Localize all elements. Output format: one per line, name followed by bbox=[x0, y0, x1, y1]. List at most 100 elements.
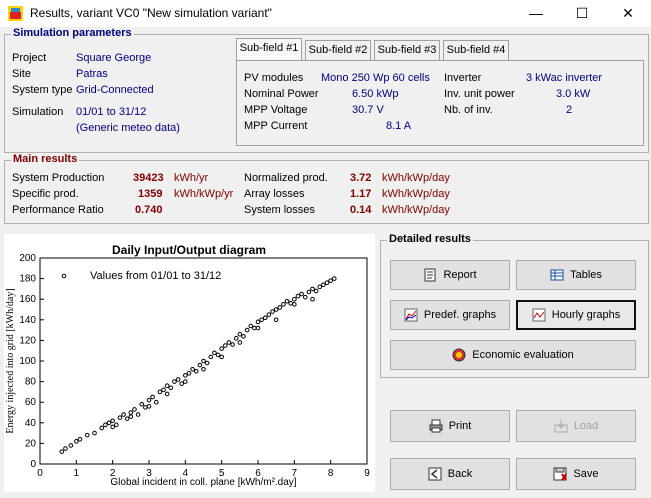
data-point bbox=[208, 354, 214, 360]
y-tick-label: 100 bbox=[19, 356, 36, 367]
tab-subfield-4[interactable]: Sub-field #4 bbox=[443, 40, 509, 61]
data-point bbox=[255, 325, 261, 331]
system-production-label: System Production bbox=[12, 172, 105, 184]
load-button[interactable]: Load bbox=[516, 410, 636, 442]
simulation-label: Simulation bbox=[12, 106, 64, 118]
x-tick-label: 6 bbox=[255, 468, 261, 479]
data-point bbox=[132, 407, 137, 412]
data-point bbox=[186, 371, 192, 376]
nb-inv-value: 2 bbox=[566, 104, 573, 116]
data-point bbox=[241, 333, 246, 339]
title-bar: Results, variant VC0 "New simulation var… bbox=[0, 0, 651, 27]
predef-graphs-button[interactable]: Predef. graphs bbox=[390, 300, 510, 330]
daily-io-chart-svg: Daily Input/Output diagram 0 1 2 3 4 5 6 7 8 9 0 20 4… bbox=[5, 243, 370, 488]
data-point bbox=[63, 446, 68, 451]
tab-subfield-1[interactable]: Sub-field #1 bbox=[236, 38, 302, 62]
performance-ratio-value: 0.740 bbox=[135, 204, 163, 216]
x-tick-label: 7 bbox=[292, 468, 298, 479]
normalized-prod-unit: kWh/kWp/day bbox=[382, 172, 450, 184]
data-point bbox=[183, 379, 188, 384]
x-tick-label: 4 bbox=[183, 468, 189, 479]
maximize-button[interactable]: ☐ bbox=[575, 5, 589, 21]
data-point bbox=[233, 336, 239, 341]
data-point bbox=[164, 391, 170, 397]
load-label: Load bbox=[573, 420, 599, 432]
data-point bbox=[146, 404, 152, 409]
y-tick-label: 40 bbox=[25, 418, 37, 429]
data-point bbox=[277, 305, 283, 310]
report-button[interactable]: Report bbox=[390, 260, 510, 290]
data-point bbox=[179, 381, 184, 386]
back-label: Back bbox=[447, 468, 473, 480]
data-point bbox=[219, 354, 224, 360]
data-point bbox=[237, 340, 243, 345]
specific-prod-label: Specific prod. bbox=[12, 188, 79, 200]
report-label: Report bbox=[443, 269, 477, 281]
data-point bbox=[175, 377, 181, 382]
x-tick-label: 5 bbox=[219, 468, 225, 479]
data-point bbox=[128, 414, 134, 419]
nb-inv-label: Nb. of inv. bbox=[444, 104, 493, 116]
tab-subfield-3[interactable]: Sub-field #3 bbox=[374, 40, 440, 61]
economic-evaluation-button[interactable]: Economic evaluation bbox=[390, 340, 636, 370]
data-point bbox=[74, 439, 79, 444]
data-point bbox=[128, 410, 134, 415]
data-point bbox=[124, 416, 130, 421]
data-point bbox=[193, 369, 199, 374]
y-tick-label: 120 bbox=[19, 335, 36, 346]
x-tick-label: 0 bbox=[37, 468, 43, 479]
x-tick-label: 9 bbox=[364, 468, 370, 479]
data-point bbox=[310, 296, 315, 302]
system-type-label: System type bbox=[12, 84, 73, 96]
save-label: Save bbox=[573, 468, 599, 480]
inverter-value: 3 kWac inverter bbox=[526, 72, 603, 84]
x-tick-label: 2 bbox=[110, 468, 116, 479]
data-point bbox=[68, 443, 74, 448]
tables-button[interactable]: Tables bbox=[516, 260, 636, 290]
back-button[interactable]: Back bbox=[390, 458, 510, 490]
detailed-results-title: Detailed results bbox=[387, 233, 473, 245]
data-point bbox=[306, 289, 312, 295]
normalized-prod-value: 3.72 bbox=[350, 172, 372, 184]
mpp-current-label: MPP Current bbox=[244, 120, 308, 132]
specific-prod-value: 1359 bbox=[138, 188, 163, 200]
main-results-title: Main results bbox=[11, 153, 80, 165]
print-label: Print bbox=[448, 420, 472, 432]
tab-subfield-2[interactable]: Sub-field #2 bbox=[305, 40, 371, 61]
data-point bbox=[150, 394, 155, 400]
data-point bbox=[248, 323, 254, 329]
y-tick-label: 80 bbox=[25, 377, 37, 388]
data-point bbox=[92, 430, 97, 436]
data-point bbox=[161, 387, 166, 393]
data-point bbox=[212, 350, 217, 356]
y-tick-label: 160 bbox=[19, 294, 36, 305]
inverter-label: Inverter bbox=[444, 72, 482, 84]
y-tick-label: 20 bbox=[25, 438, 37, 449]
y-tick-label: 0 bbox=[30, 459, 36, 470]
data-point bbox=[106, 420, 112, 426]
nominal-power-value: 6.50 kWp bbox=[352, 88, 399, 100]
minimize-button[interactable]: — bbox=[529, 5, 543, 21]
system-losses-unit: kWh/kWp/day bbox=[382, 204, 450, 216]
close-button[interactable]: ✕ bbox=[622, 5, 634, 21]
window-title: Results, variant VC0 "New simulation var… bbox=[30, 6, 272, 20]
data-point bbox=[328, 278, 333, 283]
data-point bbox=[284, 298, 290, 304]
y-tick-label: 200 bbox=[19, 253, 36, 264]
data-point bbox=[77, 436, 83, 442]
x-tick-label: 8 bbox=[328, 468, 334, 479]
hourly-graphs-button[interactable]: Hourly graphs bbox=[516, 300, 636, 330]
data-point bbox=[237, 331, 243, 337]
data-point bbox=[281, 302, 286, 307]
detailed-results-group: Detailed results bbox=[380, 233, 649, 378]
tables-label: Tables bbox=[570, 269, 602, 281]
data-point bbox=[168, 385, 174, 391]
y-tick-label: 60 bbox=[25, 397, 37, 408]
site-value: Patras bbox=[76, 68, 108, 80]
save-button[interactable]: Save bbox=[516, 458, 636, 490]
print-button[interactable]: Print bbox=[390, 410, 510, 442]
mpp-current-value: 8.1 A bbox=[386, 120, 412, 132]
report-icon bbox=[424, 268, 436, 282]
y-tick-label: 140 bbox=[19, 315, 36, 326]
performance-ratio-label: Performance Ratio bbox=[12, 204, 104, 216]
